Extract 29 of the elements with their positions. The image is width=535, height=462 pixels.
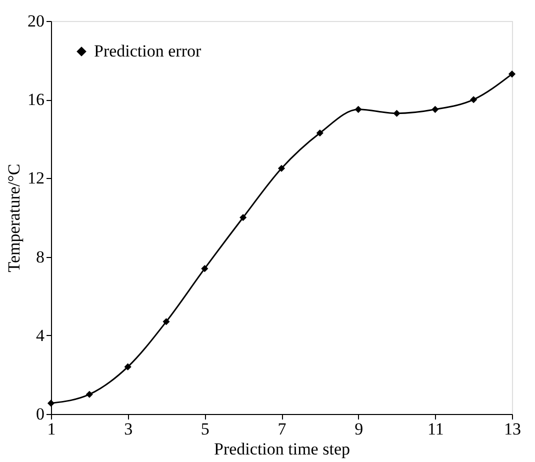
point — [316, 129, 324, 137]
point — [240, 214, 247, 222]
y-tick-label: 12 — [28, 168, 44, 188]
legend-label: Prediction error — [94, 42, 202, 60]
y-tick-label: 20 — [28, 12, 44, 30]
point — [86, 390, 93, 398]
x-tick-label: 13 — [504, 420, 521, 438]
x-tick-label: 3 — [124, 420, 133, 438]
y-tick-label: 4 — [36, 326, 45, 345]
x-tick-label: 5 — [200, 420, 210, 438]
point — [278, 164, 286, 172]
point — [354, 106, 362, 113]
x-axis-title: Prediction time step — [214, 440, 350, 458]
x-tick-label: 11 — [427, 420, 444, 438]
point — [470, 96, 478, 104]
y-tick-label: 16 — [28, 90, 44, 110]
y-tick-label: 0 — [36, 404, 44, 424]
x-tick-label: 7 — [278, 420, 287, 438]
point — [432, 106, 439, 113]
point — [393, 110, 400, 117]
point — [124, 363, 132, 370]
point — [47, 400, 55, 407]
y-tick-label: 8 — [36, 247, 44, 266]
x-tick-label: 9 — [354, 420, 364, 438]
y-axis-title: Temperature/°C — [4, 164, 24, 272]
point — [201, 265, 208, 272]
x-tick-label: 1 — [47, 420, 56, 438]
point — [162, 318, 170, 326]
point — [508, 70, 516, 78]
